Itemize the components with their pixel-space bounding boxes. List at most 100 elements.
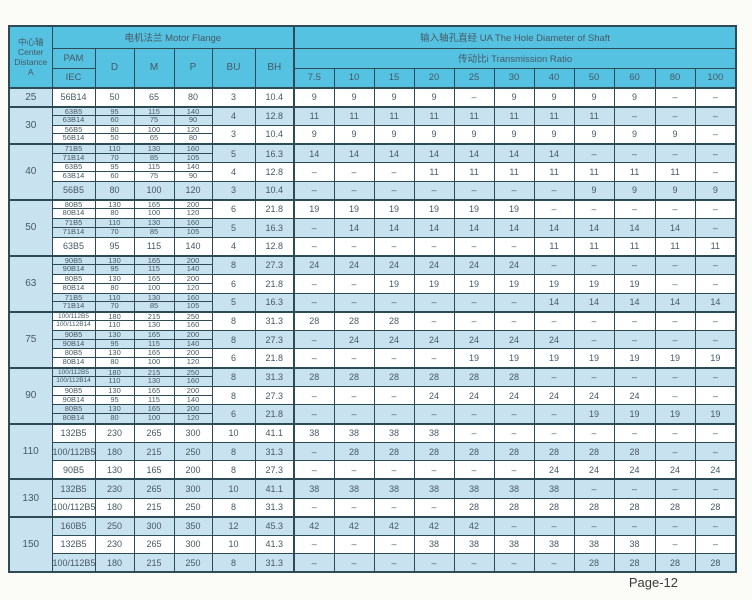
- bu-cell: 12: [211, 515, 256, 536]
- bh-cell: 41.3: [254, 534, 295, 555]
- d-line: 70: [110, 301, 119, 311]
- header-ratio-100: 100: [694, 67, 737, 89]
- ratio-cell: –: [293, 180, 335, 201]
- ratio-cell: –: [573, 310, 615, 331]
- ratio-cell: 28: [413, 366, 455, 387]
- ratio-cell: 28: [293, 366, 335, 387]
- ratio-cell: 9: [413, 87, 455, 108]
- ratio-cell: –: [293, 553, 335, 573]
- bh-cell: 27.3: [254, 460, 295, 480]
- p-line: 200: [175, 275, 211, 284]
- pam-cell: 63B5: [51, 236, 96, 257]
- ratio-cell: –: [694, 273, 737, 294]
- ratio-cell: –: [533, 310, 575, 331]
- ratio-cell: 11: [654, 162, 696, 182]
- ratio-cell: 28: [654, 553, 696, 573]
- p-line: 160: [175, 146, 211, 154]
- m-line: 165: [135, 350, 173, 359]
- ratio-cell: 19: [573, 273, 615, 294]
- ratio-cell: –: [413, 180, 455, 201]
- ratio-cell: 24: [413, 385, 455, 406]
- ratio-cell: 24: [533, 460, 575, 480]
- ratio-cell: 11: [293, 105, 335, 126]
- ratio-cell: –: [373, 348, 415, 369]
- p-cell: 300: [173, 478, 213, 499]
- header-hole-diameter: 输入轴孔直经 UA The Hole Diameter of Shaft: [293, 25, 737, 49]
- m-line: 165: [135, 275, 173, 284]
- pam-line: 80B5: [53, 406, 94, 415]
- ratio-cell: –: [613, 105, 656, 126]
- header-dim-bu: BU: [211, 47, 256, 89]
- pam-cell: 100/112B5 100/112B14: [51, 366, 96, 387]
- m-cell: 215: [133, 553, 175, 573]
- p-line: 160: [186, 376, 200, 386]
- ratio-cell: –: [694, 478, 737, 499]
- p-cell: 140: [173, 236, 213, 257]
- ratio-cell: 9: [533, 87, 575, 108]
- m-cell: 215 130: [133, 310, 175, 331]
- ratio-cell: 42: [293, 515, 335, 536]
- ratio-cell: 28: [453, 441, 495, 462]
- pam-line: 100/112B14: [56, 377, 91, 385]
- p-line: 200: [175, 258, 211, 266]
- ratio-cell: –: [333, 236, 375, 257]
- ratio-cell: –: [453, 422, 495, 443]
- pam-cell: 80B5 80B14: [51, 348, 96, 369]
- ratio-cell: –: [694, 441, 737, 462]
- ratio-cell: 9: [533, 124, 575, 145]
- m-line: 215: [135, 370, 173, 378]
- bu-cell: 6: [211, 404, 256, 425]
- bu-cell: 3: [211, 180, 256, 201]
- m-line: 100: [147, 282, 161, 292]
- ratio-cell: 9: [293, 87, 335, 108]
- ratio-cell: 9: [493, 87, 535, 108]
- m-line: 75: [149, 170, 159, 180]
- pam-cell: 80B5 80B14: [51, 198, 96, 220]
- d-cell: 230: [94, 478, 135, 499]
- bh-cell: 16.3: [254, 218, 295, 238]
- p-cell: 160 105: [173, 218, 213, 238]
- header-iec: IEC: [51, 67, 96, 89]
- p-line: 105: [186, 152, 200, 162]
- ratio-cell: –: [413, 553, 455, 573]
- ratio-cell: 11: [613, 162, 656, 182]
- ratio-cell: –: [333, 460, 375, 480]
- ratio-cell: –: [613, 254, 656, 275]
- m-cell: 100 65: [133, 124, 175, 145]
- header-ratio-25: 25: [453, 67, 495, 89]
- d-cell: 80 50: [94, 124, 135, 145]
- ratio-cell: 9: [333, 124, 375, 145]
- pam-line: 80B14: [62, 413, 85, 423]
- d-cell: 130 80: [94, 198, 135, 220]
- m-cell: 165 115: [133, 329, 175, 350]
- m-line: 130: [147, 376, 161, 386]
- ratio-cell: –: [654, 198, 696, 220]
- ratio-cell: –: [694, 87, 737, 108]
- p-line: 160: [175, 294, 211, 303]
- ratio-cell: –: [654, 142, 696, 164]
- ratio-cell: –: [293, 273, 335, 294]
- d-cell: 230: [94, 422, 135, 443]
- ratio-cell: –: [293, 404, 335, 425]
- pam-line: 63B5: [53, 164, 94, 172]
- pam-line: 90B14: [62, 264, 85, 274]
- ratio-cell: –: [413, 497, 455, 518]
- pam-cell: 90B5: [51, 460, 96, 480]
- pam-cell: 63B5 63B14: [51, 105, 96, 126]
- ratio-cell: 11: [533, 105, 575, 126]
- p-cell: 350: [173, 515, 213, 536]
- ratio-cell: –: [493, 553, 535, 573]
- m-cell: 215: [133, 497, 175, 518]
- bh-cell: 41.1: [254, 422, 295, 443]
- bh-cell: 31.3: [254, 366, 295, 387]
- pam-line: 80B5: [53, 350, 94, 359]
- ratio-cell: 19: [373, 198, 415, 220]
- pam-line: 63B14: [62, 115, 85, 125]
- ratio-cell: –: [453, 87, 495, 108]
- p-line: 200: [175, 331, 211, 340]
- ratio-cell: 24: [613, 385, 656, 406]
- ratio-cell: –: [694, 142, 737, 164]
- ratio-cell: –: [293, 218, 335, 238]
- ratio-cell: 14: [373, 218, 415, 238]
